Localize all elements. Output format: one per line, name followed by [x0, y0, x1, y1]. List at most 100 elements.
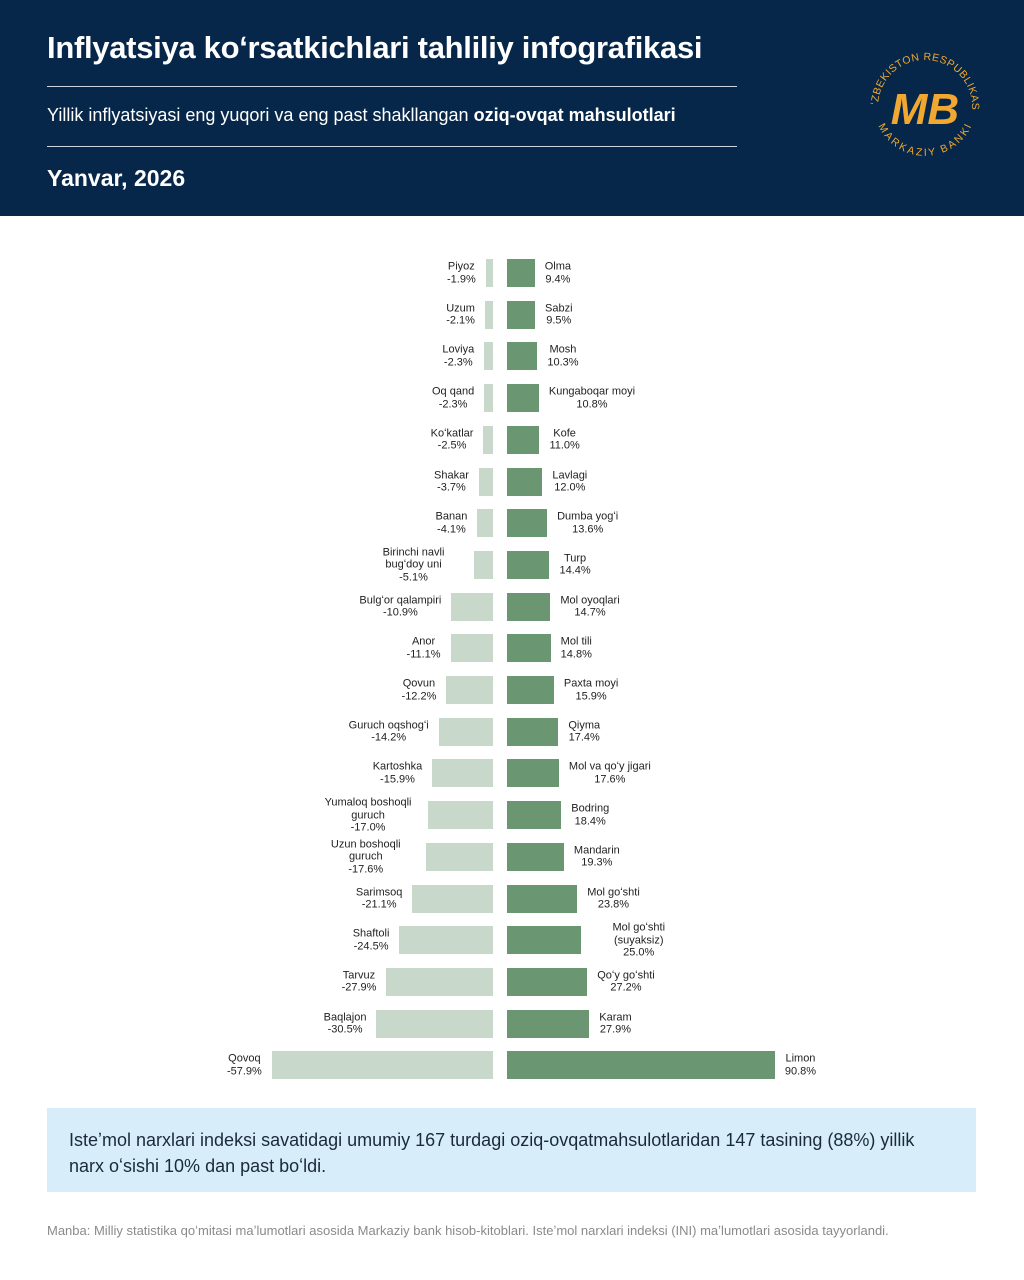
bar-positive [507, 801, 562, 830]
value-label: 13.6% [572, 523, 604, 536]
bar-positive [507, 884, 578, 913]
data-label: Qoʻy goʻshti 27.2% [597, 969, 654, 994]
value-label: 9.5% [546, 314, 572, 327]
data-label: Qovoq -57.9% [227, 1053, 262, 1078]
bar-negative [451, 592, 493, 621]
value-label: -27.9% [341, 981, 377, 994]
bar-negative [477, 509, 493, 538]
bar-negative [446, 676, 493, 704]
bar-positive [507, 1051, 775, 1080]
category-label: Kungaboqar moyi [548, 385, 636, 398]
category-label: Dumba yogʻi [557, 510, 619, 523]
data-label: Bodring 18.4% [571, 803, 609, 828]
value-label: 9.4% [545, 273, 571, 285]
inflation-bar-chart: Piyoz -1.9% Uzum -2.1% Loviya -2.3% Oq qand -2.… [0, 230, 1024, 1100]
data-label: Sarimsoq -21.1% [356, 886, 402, 911]
data-label: Dumba yogʻi 13.6% [557, 511, 618, 536]
value-label: -15.9% [380, 773, 415, 786]
data-label: Koʻkatlar -2.5% [431, 427, 474, 452]
category-label: Tarvuz [342, 969, 376, 982]
category-label: Bodring [571, 802, 610, 815]
category-label: Mol tili [560, 635, 592, 648]
value-label: -10.9% [382, 606, 418, 619]
bar-positive [507, 467, 543, 496]
category-label: Yumaloq boshoqli guruch [324, 796, 412, 821]
value-label: -57.9% [226, 1065, 262, 1078]
category-label: Oq qand [432, 385, 475, 398]
subtitle-bold: oziq-ovqat mahsulotlari [473, 105, 676, 125]
data-label: Karam 27.9% [599, 1011, 631, 1036]
bar-negative [399, 926, 493, 955]
category-label: Koʻkatlar [430, 427, 474, 440]
category-label: Mosh [549, 343, 577, 356]
value-label: 10.8% [576, 398, 608, 411]
report-date: Yanvar, 2026 [47, 165, 186, 191]
value-label: -24.5% [353, 940, 389, 953]
bar-positive [507, 592, 551, 621]
data-label: Shaftoli -24.5% [353, 928, 390, 953]
category-label: Qovoq [228, 1052, 261, 1065]
data-label: Mandarin 19.3% [574, 844, 620, 869]
data-label: Qovun -12.2% [402, 678, 437, 703]
data-label: Mol va qoʻy jigari 17.6% [569, 761, 651, 786]
value-label: 90.8% [784, 1065, 817, 1078]
value-label: -21.1% [361, 898, 397, 911]
bar-positive [507, 384, 539, 413]
data-label: Mol tili 14.8% [561, 636, 592, 661]
value-label: 14.7% [574, 606, 606, 619]
value-label: 27.9% [599, 1023, 632, 1036]
category-label: Uzum [446, 302, 475, 315]
bar-negative [473, 550, 493, 579]
bar-positive [507, 1009, 590, 1038]
data-label: Kungaboqar moyi 10.8% [549, 386, 635, 411]
category-label: Limon [785, 1052, 816, 1065]
value-label: 25.0% [623, 946, 655, 959]
data-label: Birinchi navli bugʻdoy uni -5.1% [364, 546, 464, 584]
data-label: Turp 14.4% [559, 552, 590, 577]
value-label: 19.3% [581, 856, 613, 869]
value-label: -30.5% [327, 1023, 363, 1036]
data-label: Kofe 11.0% [549, 427, 579, 452]
value-label: -4.1% [437, 523, 466, 536]
bar-negative [450, 634, 493, 663]
header: Inflyatsiya koʻrsatkichlari tahliliy inf… [0, 0, 1024, 216]
bar-negative [484, 384, 493, 413]
page-title: Inflyatsiya koʻrsatkichlari tahliliy inf… [47, 30, 703, 65]
value-label: 11.0% [549, 439, 580, 452]
value-label: -12.2% [401, 690, 437, 702]
data-label: Paxta moyi 15.9% [564, 678, 618, 703]
value-label: -17.6% [348, 863, 384, 876]
category-label: Anor [411, 635, 436, 648]
info-box: Isteʼmol narxlari indeksi savatidagi umu… [47, 1108, 976, 1192]
source-note: Manba: Milliy statistika qoʻmitasi maʼlu… [47, 1223, 889, 1238]
bar-positive [507, 259, 535, 287]
data-label: Tarvuz -27.9% [342, 969, 377, 994]
category-label: Shakar [434, 469, 469, 481]
data-label: Uzun boshoqli guruch -17.6% [316, 838, 416, 876]
value-label: 17.6% [594, 773, 626, 786]
bar-positive [507, 967, 588, 996]
category-label: Qoʻy goʻshti [597, 969, 655, 982]
value-label: -2.3% [438, 398, 468, 411]
data-label: Yumaloq boshoqli guruch -17.0% [318, 796, 418, 834]
data-label: Uzum -2.1% [446, 302, 475, 327]
value-label: -5.1% [399, 571, 428, 584]
value-label: -14.2% [371, 731, 407, 744]
bar-positive [507, 676, 554, 704]
bar-negative [271, 1051, 493, 1080]
bar-positive [507, 342, 538, 371]
bar-positive [507, 509, 548, 538]
bar-positive [507, 842, 564, 871]
subtitle-regular: Yillik inflyatsiyasi eng yuqori va eng p… [47, 105, 474, 125]
bar-negative [425, 842, 493, 871]
category-label: Uzun boshoqli guruch [330, 838, 401, 863]
bar-negative [376, 1009, 493, 1038]
category-label: Mol goʻshti (suyaksiz) [612, 921, 666, 946]
category-label: Kartoshka [372, 760, 423, 773]
value-label: -1.9% [446, 273, 476, 285]
divider [47, 86, 737, 87]
category-label: Qiyma [568, 719, 601, 732]
category-label: Mol va qoʻy jigari [568, 760, 651, 773]
bar-positive [507, 550, 550, 579]
data-label: Mol oyoqlari 14.7% [560, 594, 619, 619]
